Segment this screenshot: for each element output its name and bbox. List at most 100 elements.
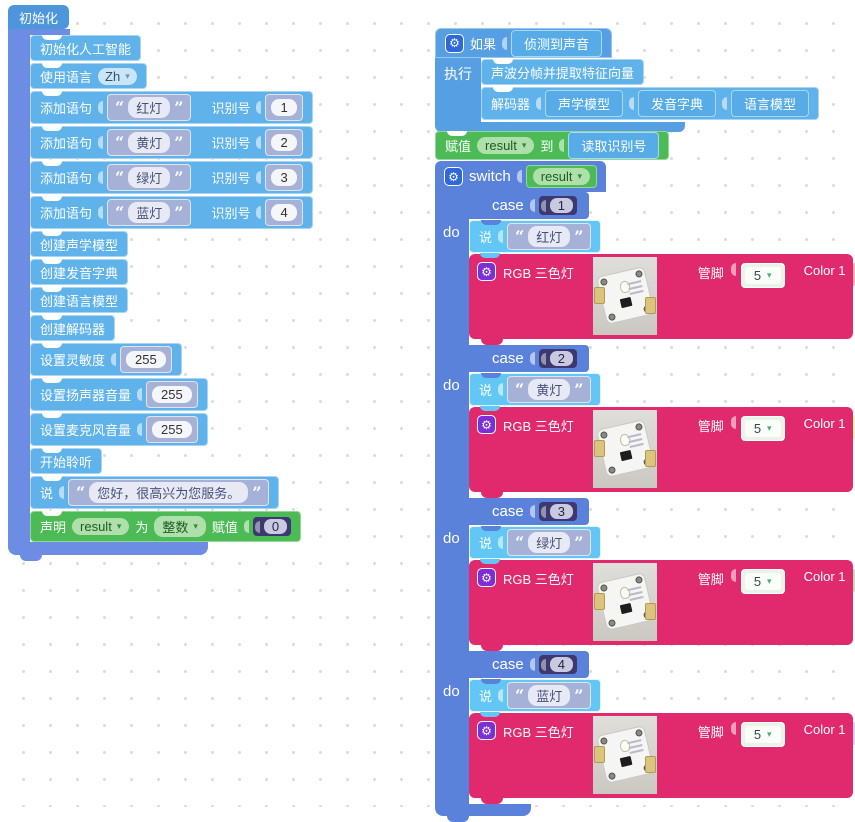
case-number[interactable]: 1 xyxy=(549,198,573,213)
number-input[interactable]: 2 xyxy=(265,129,303,156)
block-create-pronunciation-dict[interactable]: 创建发音字典 xyxy=(30,259,129,285)
block-declare-variable[interactable]: 声明 result ▾ 为 整数 ▾ 赋值 0 xyxy=(30,511,302,542)
string-input[interactable]: “ 黄灯 ” xyxy=(107,129,192,156)
string-input[interactable]: “ 蓝灯 ” xyxy=(507,682,592,709)
gear-icon[interactable]: ⚙ xyxy=(477,568,496,587)
init-wrapper-spine[interactable] xyxy=(8,35,30,542)
pin-dropdown[interactable]: 5 ▾ xyxy=(740,569,785,594)
block-say-green[interactable]: 说 “ 绿灯 ” xyxy=(469,526,602,559)
pin-dropdown[interactable]: 5 ▾ xyxy=(740,263,785,288)
string-value[interactable]: 黄灯 xyxy=(528,379,571,400)
case-row-3[interactable]: case 3 xyxy=(435,498,589,525)
variable-dropdown[interactable]: result ▾ xyxy=(477,137,535,154)
string-value[interactable]: 红灯 xyxy=(528,226,571,247)
number-value[interactable]: 2 xyxy=(271,134,297,151)
block-say-blue[interactable]: 说 “ 蓝灯 ” xyxy=(469,679,602,712)
block-use-language[interactable]: 使用语言 Zh ▾ xyxy=(30,63,147,89)
block-rgb-led-2[interactable]: ⚙ RGB 三色灯 xyxy=(469,406,855,498)
block-init-ai[interactable]: 初始化人工智能 xyxy=(30,35,142,61)
color-swatch[interactable] xyxy=(852,416,855,439)
number-value[interactable]: 1 xyxy=(271,99,297,116)
variable-dropdown[interactable]: result ▾ xyxy=(532,168,591,185)
block-say-yellow[interactable]: 说 “ 黄灯 ” xyxy=(469,373,602,406)
string-value[interactable]: 蓝灯 xyxy=(128,202,171,223)
block-create-language-model[interactable]: 创建语言模型 xyxy=(30,287,129,313)
pin-dropdown[interactable]: 5 ▾ xyxy=(740,416,785,441)
number-input[interactable]: 255 xyxy=(146,416,198,443)
number-input[interactable]: 3 xyxy=(265,164,303,191)
hat-init-block[interactable]: 初始化 xyxy=(8,5,70,29)
number-input[interactable]: 4 xyxy=(265,199,303,226)
block-say-greeting[interactable]: 说 “ 您好，很高兴为您服务。 ” xyxy=(30,476,280,509)
string-input[interactable]: “ 蓝灯 ” xyxy=(107,199,192,226)
color-swatch[interactable] xyxy=(852,263,855,286)
variable-dropdown[interactable]: result ▾ xyxy=(72,518,130,535)
switch-block[interactable]: ⚙ switch result ▾ case 1 do xyxy=(435,161,855,822)
case-number-block[interactable]: 3 xyxy=(538,502,577,521)
condition-sound-detected[interactable]: 侦测到声音 xyxy=(511,29,603,57)
number-value[interactable]: 4 xyxy=(271,204,297,221)
gear-icon[interactable]: ⚙ xyxy=(444,167,463,186)
number-value[interactable]: 255 xyxy=(152,386,192,403)
number-value[interactable]: 255 xyxy=(152,421,192,438)
gear-icon[interactable]: ⚙ xyxy=(477,415,496,434)
value-acoustic-model[interactable]: 声学模型 xyxy=(545,90,624,117)
string-input[interactable]: “ 您好，很高兴为您服务。 ” xyxy=(68,479,270,506)
block-add-statement-1[interactable]: 添加语句 “ 红灯 ” 识别号 1 xyxy=(30,91,313,124)
number-value[interactable]: 0 xyxy=(263,519,288,534)
number-value[interactable]: 3 xyxy=(271,169,297,186)
string-value[interactable]: 您好，很高兴为您服务。 xyxy=(89,482,249,503)
number-value[interactable]: 255 xyxy=(126,351,166,368)
number-input[interactable]: 255 xyxy=(120,346,172,373)
block-decoder[interactable]: 解码器 声学模型 发音字典 语言模型 xyxy=(481,87,820,120)
color-swatch[interactable] xyxy=(852,569,855,592)
block-create-acoustic-model[interactable]: 创建声学模型 xyxy=(30,231,129,257)
gear-icon[interactable]: ⚙ xyxy=(477,262,496,281)
if-header[interactable]: ⚙ 如果 侦测到声音 xyxy=(435,28,613,58)
block-set-mic-volume[interactable]: 设置麦克风音量 255 xyxy=(30,413,208,446)
string-input[interactable]: “ 红灯 ” xyxy=(107,94,192,121)
string-value[interactable]: 绿灯 xyxy=(128,167,171,188)
block-start-listening[interactable]: 开始聆听 xyxy=(30,448,103,474)
variable-block-result[interactable]: result ▾ xyxy=(525,165,598,188)
value-language-model[interactable]: 语言模型 xyxy=(731,90,810,117)
case-row-4[interactable]: case 4 xyxy=(435,651,589,678)
switch-header[interactable]: ⚙ switch result ▾ xyxy=(435,161,607,192)
string-input[interactable]: “ 红灯 ” xyxy=(507,223,592,250)
if-block[interactable]: ⚙ 如果 侦测到声音 执行 声波分帧并提取特征向量 解码器 声学模型 xyxy=(435,28,820,138)
language-dropdown[interactable]: Zh ▾ xyxy=(98,67,137,85)
number-input[interactable]: 255 xyxy=(146,381,198,408)
string-input[interactable]: “ 绿灯 ” xyxy=(107,164,192,191)
case-number-block[interactable]: 1 xyxy=(538,196,577,215)
string-value[interactable]: 黄灯 xyxy=(128,132,171,153)
case-row-1[interactable]: case 1 xyxy=(435,192,589,219)
block-rgb-led-3[interactable]: ⚙ RGB 三色灯 xyxy=(469,559,855,651)
value-pronunciation-dict[interactable]: 发音字典 xyxy=(638,90,717,117)
case-number[interactable]: 2 xyxy=(549,351,573,366)
string-value[interactable]: 红灯 xyxy=(128,97,171,118)
block-add-statement-3[interactable]: 添加语句 “ 绿灯 ” 识别号 3 xyxy=(30,161,313,194)
block-say-red[interactable]: 说 “ 红灯 ” xyxy=(469,220,602,253)
block-assign-result[interactable]: 赋值 result ▾ 到 读取识别号 xyxy=(435,131,670,160)
case-number-block[interactable]: 4 xyxy=(538,655,577,674)
number-block[interactable]: 0 xyxy=(252,517,292,536)
block-rgb-led-1[interactable]: ⚙ RGB 三色灯 xyxy=(469,253,855,345)
number-input[interactable]: 1 xyxy=(265,94,303,121)
string-value[interactable]: 绿灯 xyxy=(528,532,571,553)
block-rgb-led-4[interactable]: ⚙ RGB 三色灯 xyxy=(469,712,855,804)
block-set-speaker-volume[interactable]: 设置扬声器音量 255 xyxy=(30,378,208,411)
string-input[interactable]: “ 绿灯 ” xyxy=(507,529,592,556)
gear-icon[interactable]: ⚙ xyxy=(445,33,464,53)
value-read-id[interactable]: 读取识别号 xyxy=(568,132,660,159)
block-extract-features[interactable]: 声波分帧并提取特征向量 xyxy=(481,59,645,85)
block-set-sensitivity[interactable]: 设置灵敏度 255 xyxy=(30,343,182,376)
block-add-statement-4[interactable]: 添加语句 “ 蓝灯 ” 识别号 4 xyxy=(30,196,313,229)
string-input[interactable]: “ 黄灯 ” xyxy=(507,376,592,403)
block-create-decoder[interactable]: 创建解码器 xyxy=(30,315,116,341)
color-swatch[interactable] xyxy=(852,722,855,745)
case-row-2[interactable]: case 2 xyxy=(435,345,589,372)
pin-dropdown[interactable]: 5 ▾ xyxy=(740,722,785,747)
type-dropdown[interactable]: 整数 ▾ xyxy=(154,516,206,537)
block-add-statement-2[interactable]: 添加语句 “ 黄灯 ” 识别号 2 xyxy=(30,126,313,159)
